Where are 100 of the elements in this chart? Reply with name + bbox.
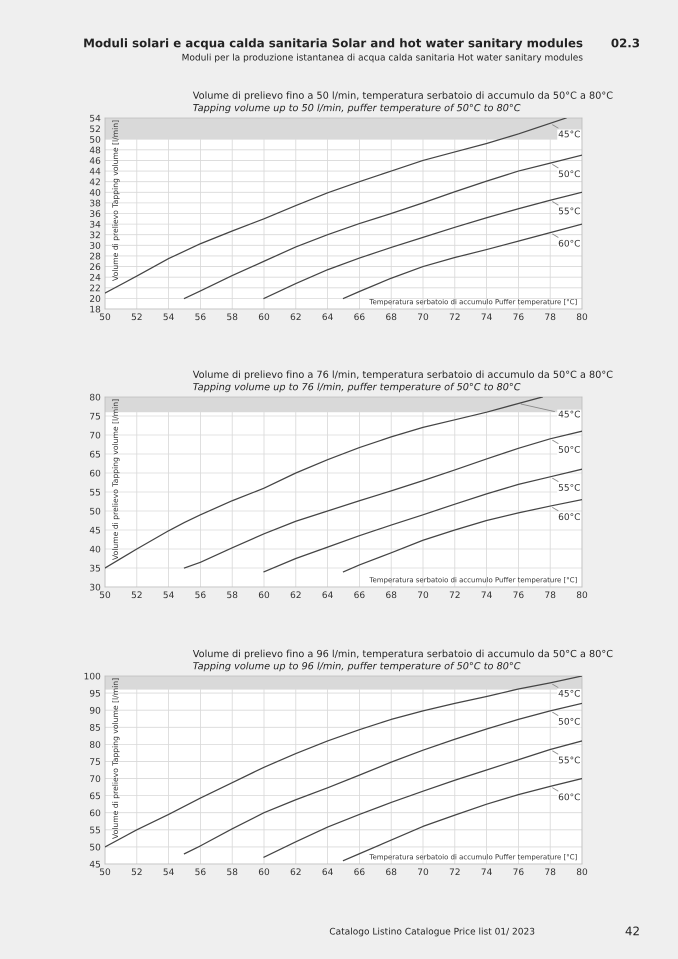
y-tick-label: 50 [90,508,100,515]
y-tick-label: 40 [90,546,100,553]
x-tick-label: 76 [513,591,524,598]
line-series [105,397,543,569]
x-tick-label: 54 [164,313,174,320]
y-tick-label: 52 [90,125,100,132]
x-tick-label: 62 [290,868,301,876]
x-tick-label: 74 [482,591,492,598]
y-tick-label: 75 [90,758,100,766]
x-tick-label: 60 [258,868,270,876]
x-tick-label: 68 [386,591,396,598]
x-tick-label: 74 [482,313,492,320]
line-series [342,498,582,572]
series-label: 55°C [558,484,580,491]
x-tick-label: 70 [418,591,428,598]
x-tick-label: 56 [195,313,206,320]
line-series [263,468,582,572]
text: Moduli solari e acqua calda sanitaria Solar and hot water sanitary modules [84,38,582,50]
y-tick-label: 20 [90,295,100,302]
x-tick-label: 50 [100,868,110,876]
x-tick-label: 56 [195,591,206,598]
x-tick-label: 60 [258,591,270,598]
line-series [184,154,582,300]
x-tick-label: 70 [418,313,428,320]
x-tick-label: 74 [482,868,492,876]
x-tick-label: 76 [513,868,524,876]
x-tick-label: 68 [386,313,396,320]
y-tick-label: 22 [90,284,100,292]
text: Catalogo Listino Catalogue Price list 01/ 2023 [330,928,534,936]
series-label: 50°C [558,446,580,453]
x-tick-label: 64 [322,313,333,320]
x-tick-label: 72 [450,313,460,320]
y-tick-label: 18 [90,306,100,313]
line-series [263,192,582,300]
x-tick-label: 62 [290,313,301,320]
chart-title: Volume di prelievo fino a 76 l/min, temperatura serbatoio di accumulo da 50°C a 80°C [192,370,612,380]
x-tick-label: 52 [132,591,142,598]
x-tick-label: 54 [164,868,174,876]
x-tick-label: 58 [227,313,238,320]
series-label: 60°C [558,513,580,520]
chart-subtitle: Tapping volume up to 50 l/min, puffer temperature of 50°C to 80°C [193,104,521,114]
y-tick-label: 70 [90,775,100,782]
line-series [184,430,582,569]
x-tick-label: 64 [322,591,333,598]
text: 02.3 [611,38,640,48]
y-tick-label: 30 [90,242,100,249]
y-tick-label: 28 [90,252,100,260]
x-tick-label: 78 [545,591,556,598]
x-tick-label: 58 [227,868,238,876]
series-label: 50°C [558,170,580,178]
y-tick-label: 60 [90,470,100,477]
y-tick-label: 95 [90,690,100,697]
x-tick-label: 60 [258,313,270,320]
y-tick-label: 80 [90,741,100,748]
x-tick-label: 52 [132,313,142,320]
x-tick-label: 80 [576,868,588,876]
y-tick-label: 65 [90,792,100,800]
x-tick-label: 70 [418,868,428,876]
y-tick-label: 32 [90,231,100,238]
y-tick-label: 50 [90,136,100,143]
y-tick-label: 90 [90,706,100,714]
text: 42 [626,926,639,936]
series-label: 45°C [558,690,580,697]
x-tick-label: 52 [132,868,142,876]
y-tick-label: 100 [84,672,100,680]
chart-title: Volume di prelievo fino a 50 l/min, temperatura serbatoio di accumulo da 50°C a 80°C [192,91,612,101]
x-tick-label: 80 [576,313,588,320]
text: 45°C [558,410,580,418]
x-tick-label: 50 [100,313,110,320]
line-series [184,702,582,854]
y-tick-label: 30 [90,584,100,591]
x-tick-label: 66 [354,591,365,598]
y-tick-label: 65 [90,450,100,458]
y-tick-label: 36 [90,210,100,218]
y-tick-label: 40 [90,189,100,196]
x-tick-label: 58 [227,591,238,598]
chart-subtitle: Tapping volume up to 96 l/min, puffer temperature of 50°C to 80°C [193,662,521,672]
x-tick-label: 78 [545,868,556,876]
y-tick-label: 75 [90,412,100,420]
y-tick-label: 80 [90,394,100,401]
series-label: 45°C [558,130,580,138]
y-tick-label: 60 [90,809,100,816]
x-tick-label: 66 [354,868,365,876]
series-label: 50°C [558,718,580,725]
line-series [342,223,582,300]
x-tick-label: 66 [354,313,365,320]
y-tick-label: 44 [90,168,100,174]
x-tick-label: 64 [322,868,333,876]
y-tick-label: 55 [90,826,100,834]
y-tick-label: 46 [90,157,100,164]
y-tick-label: 45 [90,860,100,868]
y-tick-label: 24 [90,274,100,281]
y-tick-label: 45 [90,526,100,534]
y-tick-label: 55 [90,488,100,496]
text: Moduli per la produzione istantanea di acqua calda sanitaria Hot water sanitary modules [182,54,583,62]
y-tick-label: 85 [90,724,100,731]
x-tick-label: 50 [100,591,110,598]
series-label: 55°C [558,207,580,214]
y-tick-label: 48 [90,146,100,154]
x-tick-label: 72 [450,591,460,598]
